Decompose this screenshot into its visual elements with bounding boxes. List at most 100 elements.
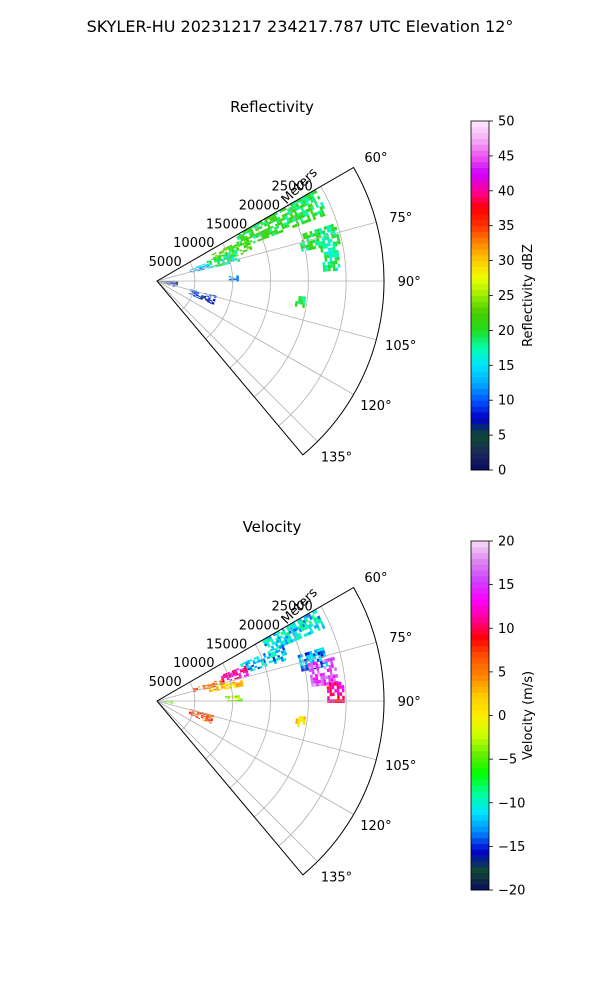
echo-cell xyxy=(255,235,259,238)
echo-cell xyxy=(175,285,178,287)
echo-cell xyxy=(214,680,217,683)
echo-cell xyxy=(242,250,246,253)
echo-cell xyxy=(331,682,335,686)
colorbar-segment xyxy=(471,645,489,653)
echo-cell xyxy=(172,284,176,286)
echo-cell xyxy=(302,619,307,624)
echo-cell xyxy=(235,682,239,685)
echo-cell xyxy=(194,291,197,294)
echo-cell xyxy=(235,672,239,675)
echo-cell xyxy=(314,673,318,678)
colorbar-segment xyxy=(471,435,489,442)
echo-cell xyxy=(231,258,235,261)
echo-cell xyxy=(225,255,229,258)
echo-cell xyxy=(208,688,212,691)
echo-cell xyxy=(195,296,198,299)
colorbar-segment xyxy=(471,674,489,682)
colorbar-segment xyxy=(471,878,489,885)
echo-cell xyxy=(226,256,229,259)
colorbar-segment xyxy=(471,884,489,891)
colorbar-segment xyxy=(471,820,489,827)
echo-cell xyxy=(260,222,264,226)
echo-cell xyxy=(281,640,286,644)
echo-cell xyxy=(309,230,313,235)
echo-cell xyxy=(221,687,224,689)
echo-cell xyxy=(195,687,198,690)
echo-cell xyxy=(252,661,256,665)
echo-cell xyxy=(267,224,271,228)
echo-cell xyxy=(315,623,320,628)
echo-cell xyxy=(287,220,291,225)
echo-cell xyxy=(193,690,197,693)
echo-cell xyxy=(237,695,240,697)
echo-cell xyxy=(294,207,299,211)
echo-cell xyxy=(324,658,328,663)
echo-cell xyxy=(310,233,314,238)
echo-cell xyxy=(217,261,220,264)
echo-cell xyxy=(208,715,212,717)
echo-cell xyxy=(333,253,337,258)
colorbar-segment xyxy=(471,616,489,623)
colorbar-segment xyxy=(471,680,489,687)
reflectivity-panel: Reflectivity500010000150002000025000Mete… xyxy=(149,98,536,479)
echo-cell xyxy=(205,298,208,300)
echo-cell xyxy=(321,237,325,241)
echo-cell xyxy=(278,638,282,643)
echo-cell xyxy=(275,643,279,647)
echo-cell xyxy=(302,199,306,204)
colorbar-tick-label: 0 xyxy=(498,464,506,479)
echo-cell xyxy=(219,680,222,683)
echo-cell xyxy=(297,625,301,630)
echo-cell xyxy=(212,256,216,259)
echo-cell xyxy=(167,284,170,286)
echo-cell xyxy=(175,282,179,283)
echo-cell xyxy=(336,253,340,257)
colorbar-segment xyxy=(471,342,489,349)
echo-cell xyxy=(335,233,340,238)
echo-cell xyxy=(170,282,174,283)
radial-tick-label: 20000 xyxy=(239,198,280,213)
echo-cell xyxy=(233,686,237,688)
echo-cell xyxy=(314,649,318,653)
echo-cell xyxy=(265,233,269,237)
echo-cell xyxy=(226,259,230,262)
colorbar-segment xyxy=(471,843,489,850)
echo-cell xyxy=(276,220,280,224)
echo-cell xyxy=(300,207,305,212)
echo-cell xyxy=(295,721,298,724)
echo-cell xyxy=(300,245,304,250)
colorbar-segment xyxy=(471,744,489,751)
echo-cell xyxy=(308,207,313,212)
echo-cell xyxy=(305,664,309,668)
echo-cell xyxy=(204,720,208,722)
colorbar-tick-label: 30 xyxy=(498,254,515,269)
echo-cell xyxy=(239,242,243,245)
echo-cell xyxy=(310,680,314,684)
echo-cell xyxy=(240,233,244,237)
echo-cell xyxy=(276,639,280,644)
echo-cell xyxy=(268,653,272,657)
echo-cell xyxy=(257,239,261,242)
echo-cell xyxy=(200,716,204,719)
echo-cell xyxy=(216,258,219,261)
echo-cell xyxy=(235,252,238,255)
grid-arc xyxy=(254,205,309,398)
echo-cell xyxy=(303,626,307,631)
echo-cell xyxy=(321,646,325,651)
echo-cell xyxy=(168,281,171,283)
echo-cell xyxy=(197,717,201,719)
echo-cell xyxy=(162,283,166,285)
echo-cell xyxy=(259,658,263,662)
echo-cell xyxy=(335,249,339,254)
polar-frame xyxy=(156,166,385,456)
echo-cell xyxy=(312,233,316,237)
echo-cell xyxy=(221,259,225,262)
echo-cell xyxy=(238,683,241,686)
colorbar-tick-label: 10 xyxy=(498,622,515,637)
echo-cell xyxy=(275,658,279,662)
echo-cell xyxy=(320,201,324,207)
echo-cell xyxy=(309,623,314,628)
echo-cell xyxy=(328,678,331,683)
echo-cell xyxy=(301,203,305,208)
echo-cell xyxy=(251,232,255,236)
